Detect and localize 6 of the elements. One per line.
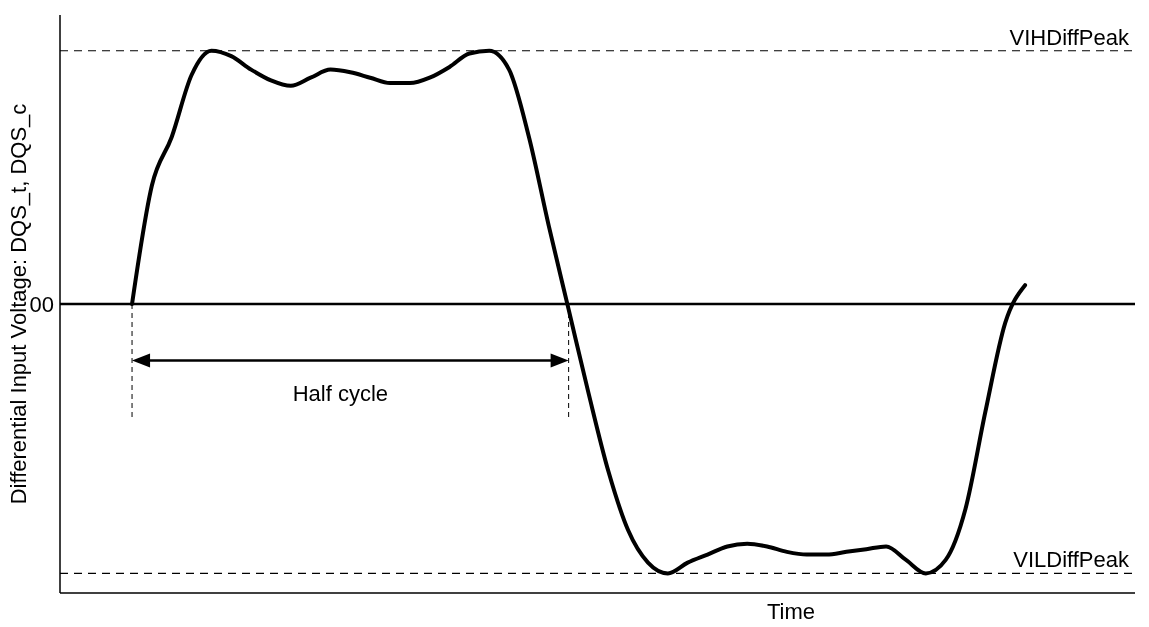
annotation: Half cycle bbox=[292, 380, 389, 406]
y-axis-title: Differential Input Voltage: DQS_t, DQS_c bbox=[6, 103, 31, 505]
ref-line-label: 00 bbox=[29, 292, 54, 317]
ref-line-label: VIHDiffPeak bbox=[1009, 24, 1130, 50]
ref-line-label: VILDiffPeak bbox=[1013, 547, 1130, 573]
x-axis-title: Time bbox=[766, 599, 816, 624]
